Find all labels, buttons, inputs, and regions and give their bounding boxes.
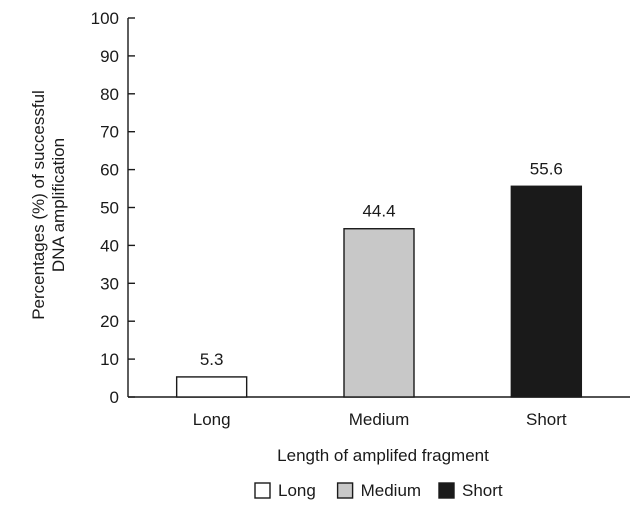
y-axis-title-line-2: DNA amplification [49,138,68,272]
y-tick-label: 20 [100,312,119,331]
bar-medium [343,228,415,398]
y-tick-label: 30 [100,274,119,293]
bar-short [510,185,583,398]
y-tick-label: 10 [100,350,119,369]
data-label-short: 55.6 [530,159,563,178]
legend-swatch-short [438,482,455,499]
bars: 5.3 44.4 55.6 [175,159,583,398]
bar-long [175,376,248,398]
y-tick-label: 90 [100,47,119,66]
y-axis-title-line-1: Percentages (%) of successful [29,90,48,320]
legend-swatch-medium [336,482,354,499]
x-tick-label-long: Long [193,410,231,429]
y-tick-label: 80 [100,85,119,104]
y-tick-label: 40 [100,236,119,255]
legend-swatch-long [254,482,271,499]
data-label-medium: 44.4 [362,202,395,221]
y-tick-label: 60 [100,161,119,180]
x-tick-label-short: Short [526,410,567,429]
y-axis-title: Percentages (%) of successful DNA amplif… [29,90,68,320]
legend-label-medium: Medium [361,481,421,500]
y-tick-label: 0 [110,388,119,407]
x-tick-label-medium: Medium [349,410,409,429]
legend-label-short: Short [462,481,503,500]
y-tick-label: 70 [100,123,119,142]
y-tick-label: 100 [91,9,119,28]
data-label-long: 5.3 [200,350,224,369]
y-axis-ticks: 0 10 20 30 40 50 60 70 80 90 100 [91,9,135,407]
legend: Long Medium Short [254,481,503,500]
y-tick-label: 50 [100,199,119,218]
x-axis-title: Length of amplifed fragment [277,446,489,465]
legend-label-long: Long [278,481,316,500]
x-axis-ticks: Long Medium Short [193,410,567,429]
